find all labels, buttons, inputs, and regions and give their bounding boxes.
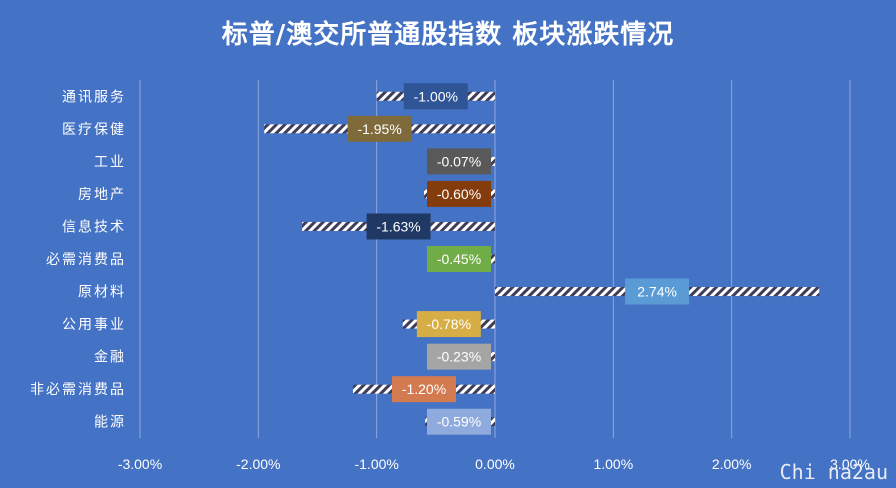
data-label: -0.59% xyxy=(437,414,481,430)
data-label: -1.63% xyxy=(376,218,420,234)
category-label: 房地产 xyxy=(78,187,126,203)
category-label: 金融 xyxy=(94,350,126,366)
data-label-box xyxy=(366,213,431,240)
category-label: 工业 xyxy=(94,154,126,170)
data-label: -0.07% xyxy=(437,153,481,169)
data-label: -1.20% xyxy=(402,381,446,397)
x-tick-label: -2.00% xyxy=(236,456,280,472)
data-label: -0.60% xyxy=(437,186,481,202)
category-label: 能源 xyxy=(94,415,126,431)
data-label-box xyxy=(625,278,690,305)
category-label: 医疗保健 xyxy=(62,122,126,138)
data-label: -0.78% xyxy=(427,316,471,332)
x-tick-label: -1.00% xyxy=(354,456,398,472)
watermark-text: Chi na2au xyxy=(779,460,888,484)
data-label-box xyxy=(427,246,491,272)
data-label-box xyxy=(427,408,491,435)
data-label: -0.23% xyxy=(437,349,481,365)
category-label: 公用事业 xyxy=(62,317,126,333)
x-tick-label: 2.00% xyxy=(712,456,752,472)
x-tick-label: 1.00% xyxy=(593,456,633,472)
category-label: 信息技术 xyxy=(62,218,126,235)
chart-title: 标普/澳交所普通股指数 板块涨跌情况 xyxy=(221,20,675,50)
data-label-box xyxy=(416,311,481,338)
category-label: 必需消费品 xyxy=(46,252,126,268)
data-label: 2.74% xyxy=(637,284,677,300)
data-label-box xyxy=(427,343,491,370)
data-label-box xyxy=(392,376,456,403)
x-tick-label: -3.00% xyxy=(118,456,162,472)
data-label: -0.45% xyxy=(437,251,481,267)
data-label-box xyxy=(427,180,491,207)
x-tick-label: 3.00% xyxy=(830,456,870,472)
data-label-box xyxy=(427,148,491,175)
data-label: -1.95% xyxy=(357,121,401,137)
data-label-box xyxy=(347,115,412,142)
category-label: 非必需消费品 xyxy=(30,382,126,398)
x-tick-label: 0.00% xyxy=(475,456,515,472)
category-label: 通讯服务 xyxy=(62,89,126,105)
data-label: -1.00% xyxy=(414,88,458,104)
data-label-box xyxy=(403,83,468,110)
category-label: 原材料 xyxy=(78,285,126,301)
